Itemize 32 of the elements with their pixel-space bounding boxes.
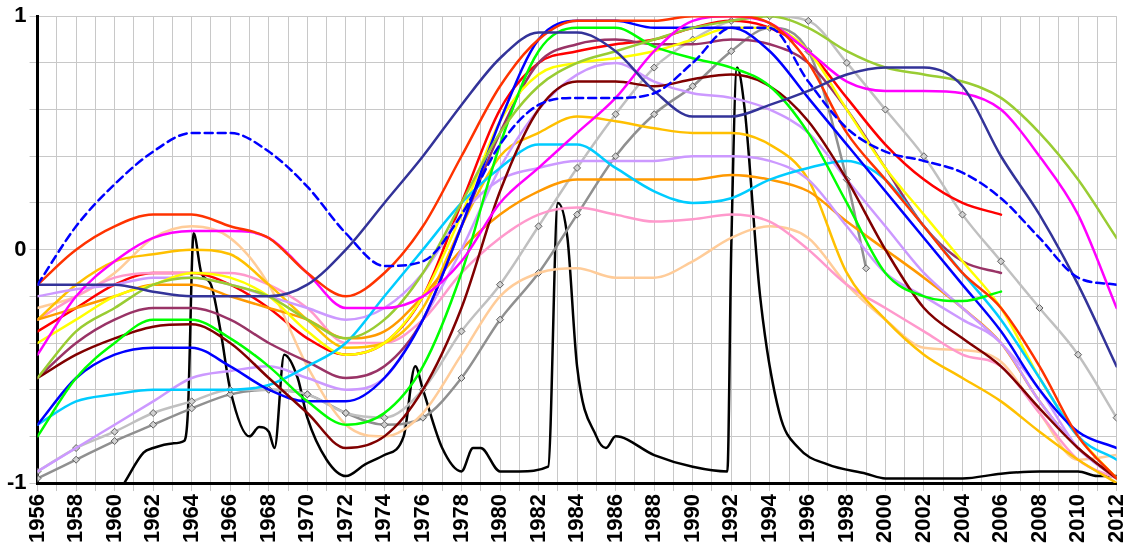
x-tick-label: 1956 [23, 494, 49, 544]
x-tick-label: 1994 [755, 493, 781, 544]
x-tick-label: 2006 [987, 494, 1013, 544]
x-tick-label: 1986 [601, 494, 627, 544]
x-tick-label: 1958 [62, 494, 88, 544]
x-tick-label: 2008 [1025, 494, 1051, 544]
y-tick-label: 0 [14, 235, 27, 261]
x-tick-label: 2002 [909, 494, 935, 544]
x-tick-label: 1960 [100, 494, 126, 544]
x-tick-label: 2000 [871, 494, 897, 544]
x-tick-label: 1964 [177, 493, 203, 544]
x-tick-label: 1990 [678, 494, 704, 544]
x-tick-label: 1970 [293, 494, 319, 544]
x-tick-label: 1992 [717, 494, 743, 544]
x-tick-label: 2010 [1064, 494, 1090, 544]
x-tick-label: 1968 [254, 494, 280, 544]
y-tick-label: -1 [7, 469, 27, 495]
x-tick-label: 1998 [832, 494, 858, 544]
x-tick-label: 1962 [139, 494, 165, 544]
x-tick-label: 1988 [640, 494, 666, 544]
x-tick-label: 1966 [216, 494, 242, 544]
x-tick-label: 2004 [948, 493, 974, 544]
x-tick-label: 1976 [408, 494, 434, 544]
x-tick-label: 1974 [370, 493, 396, 544]
x-tick-label: 2012 [1102, 494, 1128, 544]
x-tick-label: 1972 [331, 494, 357, 544]
x-tick-label: 1984 [563, 493, 589, 544]
x-tick-label: 1996 [794, 494, 820, 544]
x-tick-label: 1980 [486, 494, 512, 544]
x-tick-label: 1978 [447, 494, 473, 544]
y-tick-label: 1 [14, 2, 27, 28]
x-tick-label: 1982 [524, 494, 550, 544]
